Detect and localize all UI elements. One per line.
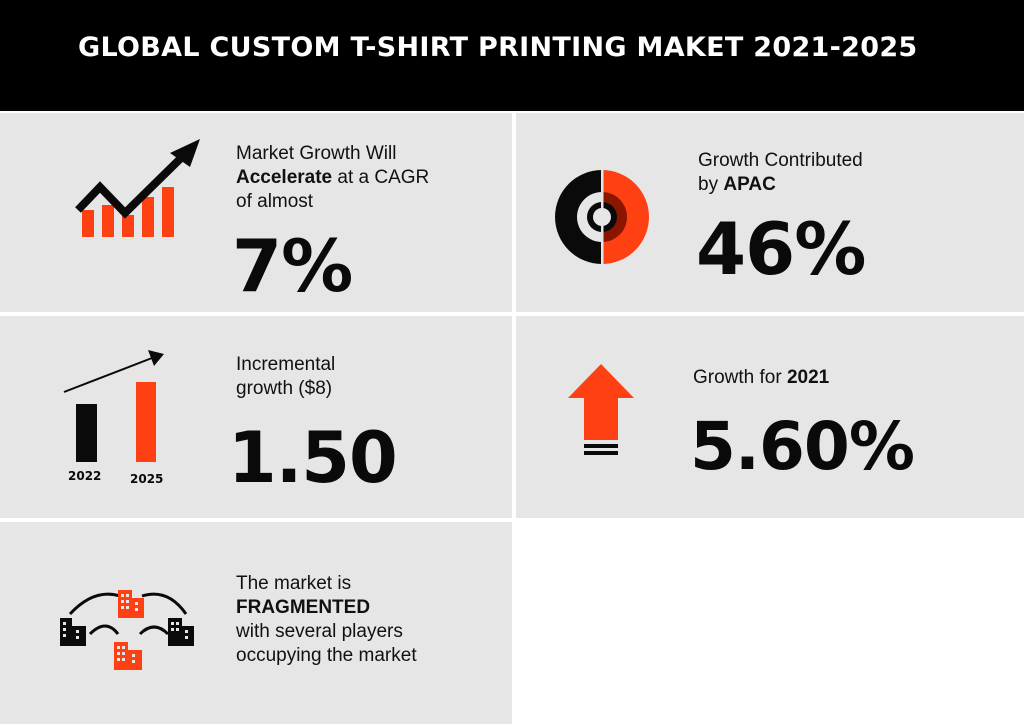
cagr-line2: Accelerate at a CAGR [236, 166, 429, 190]
up-arrow-icon [568, 364, 634, 455]
growth-chart-icon [75, 139, 200, 237]
growth-2021-description: Growth for 2021 [693, 366, 829, 390]
incremental-line2: growth ($8) [236, 378, 333, 399]
incremental-description: Incremental growth ($8) [236, 353, 335, 401]
fragmented-keyword: FRAGMENTED [236, 597, 371, 618]
apac-line2: by APAC [698, 173, 863, 197]
cagr-line1: Market Growth Will [236, 143, 397, 164]
apac-card: Growth Contributed by APAC 46% [516, 113, 1024, 312]
incremental-card: 2022 2025 Incremental growth ($8) 1.50 [0, 316, 512, 518]
fragmented-description: The market is FRAGMENTED with several pl… [236, 572, 417, 668]
apac-line1: Growth Contributed [698, 150, 863, 171]
growth-2021-value: 5.60% [690, 408, 915, 485]
cagr-value: 7% [232, 224, 353, 308]
cagr-card: Market Growth Will Accelerate at a CAGR … [0, 113, 512, 312]
incremental-value: 1.50 [228, 417, 398, 499]
page-title: GLOBAL CUSTOM T-SHIRT PRINTING MAKET 202… [78, 32, 918, 63]
buildings-network-icon [60, 590, 194, 670]
cagr-line3: of almost [236, 191, 314, 212]
bar-comparison-icon [63, 350, 164, 462]
year-start-label: 2022 [68, 469, 102, 483]
cagr-accelerate: Accelerate [236, 167, 333, 188]
fragmented-line2: FRAGMENTED [236, 596, 417, 620]
apac-region: APAC [723, 174, 776, 195]
donut-target-icon [555, 169, 649, 265]
apac-value: 46% [696, 207, 866, 291]
apac-description: Growth Contributed by APAC [698, 149, 863, 197]
year-end-label: 2025 [130, 472, 164, 486]
apac-line2-prefix: by [698, 174, 724, 195]
header-banner: GLOBAL CUSTOM T-SHIRT PRINTING MAKET 202… [0, 0, 1024, 111]
fragmented-card: The market is FRAGMENTED with several pl… [0, 522, 512, 724]
fragmented-line3: with several players [236, 621, 403, 642]
incremental-line1: Incremental [236, 354, 336, 375]
cagr-description: Market Growth Will Accelerate at a CAGR … [236, 142, 429, 214]
fragmented-line4: occupying the market [236, 645, 417, 666]
growth-2021-card: Growth for 2021 5.60% [516, 316, 1024, 518]
cagr-line2-rest: at a CAGR [332, 167, 430, 188]
fragmented-line1: The market is [236, 573, 352, 594]
growth-2021-year: 2021 [786, 367, 830, 388]
growth-2021-prefix: Growth for [693, 367, 787, 388]
